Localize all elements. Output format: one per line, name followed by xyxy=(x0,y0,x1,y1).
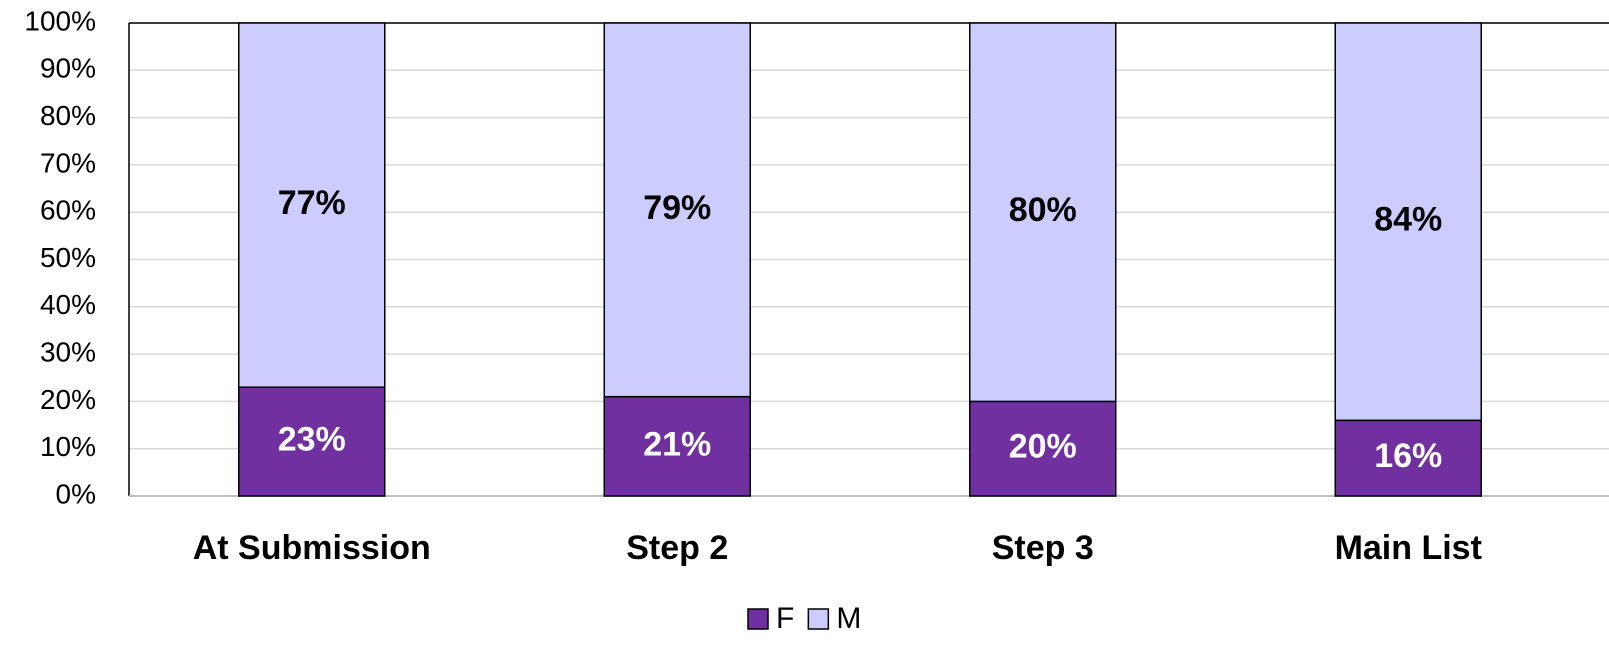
y-tick-label: 30% xyxy=(40,336,96,367)
data-label: 84% xyxy=(1374,201,1442,239)
data-label: 21% xyxy=(643,425,711,463)
y-tick-label: 50% xyxy=(40,242,96,273)
legend-swatch xyxy=(747,608,769,630)
bar-segment xyxy=(1334,22,1482,422)
bar-segment xyxy=(603,22,751,398)
y-tick-label: 70% xyxy=(40,147,96,178)
bar-segment xyxy=(1334,419,1482,497)
bar-segment xyxy=(603,395,751,497)
bar-segment xyxy=(969,22,1117,403)
bar-segment xyxy=(238,22,386,388)
data-label: 16% xyxy=(1374,437,1442,475)
legend-label: M xyxy=(836,602,861,635)
x-tick-label: Step 3 xyxy=(992,529,1094,567)
y-tick-label: 20% xyxy=(40,384,96,415)
data-label: 77% xyxy=(278,184,346,222)
y-tick-label: 0% xyxy=(56,478,96,509)
y-tick-label: 10% xyxy=(40,431,96,462)
data-label: 80% xyxy=(1009,191,1077,229)
x-tick-label: At Submission xyxy=(193,529,431,567)
bar-segment xyxy=(969,400,1117,497)
y-tick-label: 40% xyxy=(40,289,96,320)
bar-segment xyxy=(238,386,386,497)
y-tick-label: 80% xyxy=(40,100,96,131)
data-label: 79% xyxy=(643,189,711,227)
data-label: 23% xyxy=(278,421,346,459)
x-tick-label: Step 2 xyxy=(626,529,728,567)
y-tick-label: 90% xyxy=(40,53,96,84)
legend-swatch xyxy=(807,608,830,630)
y-tick-label: 60% xyxy=(40,195,96,226)
y-tick-label: 100% xyxy=(24,5,96,36)
x-tick-label: Main List xyxy=(1335,529,1482,567)
legend-label: F xyxy=(776,602,794,635)
data-label: 20% xyxy=(1009,428,1077,466)
